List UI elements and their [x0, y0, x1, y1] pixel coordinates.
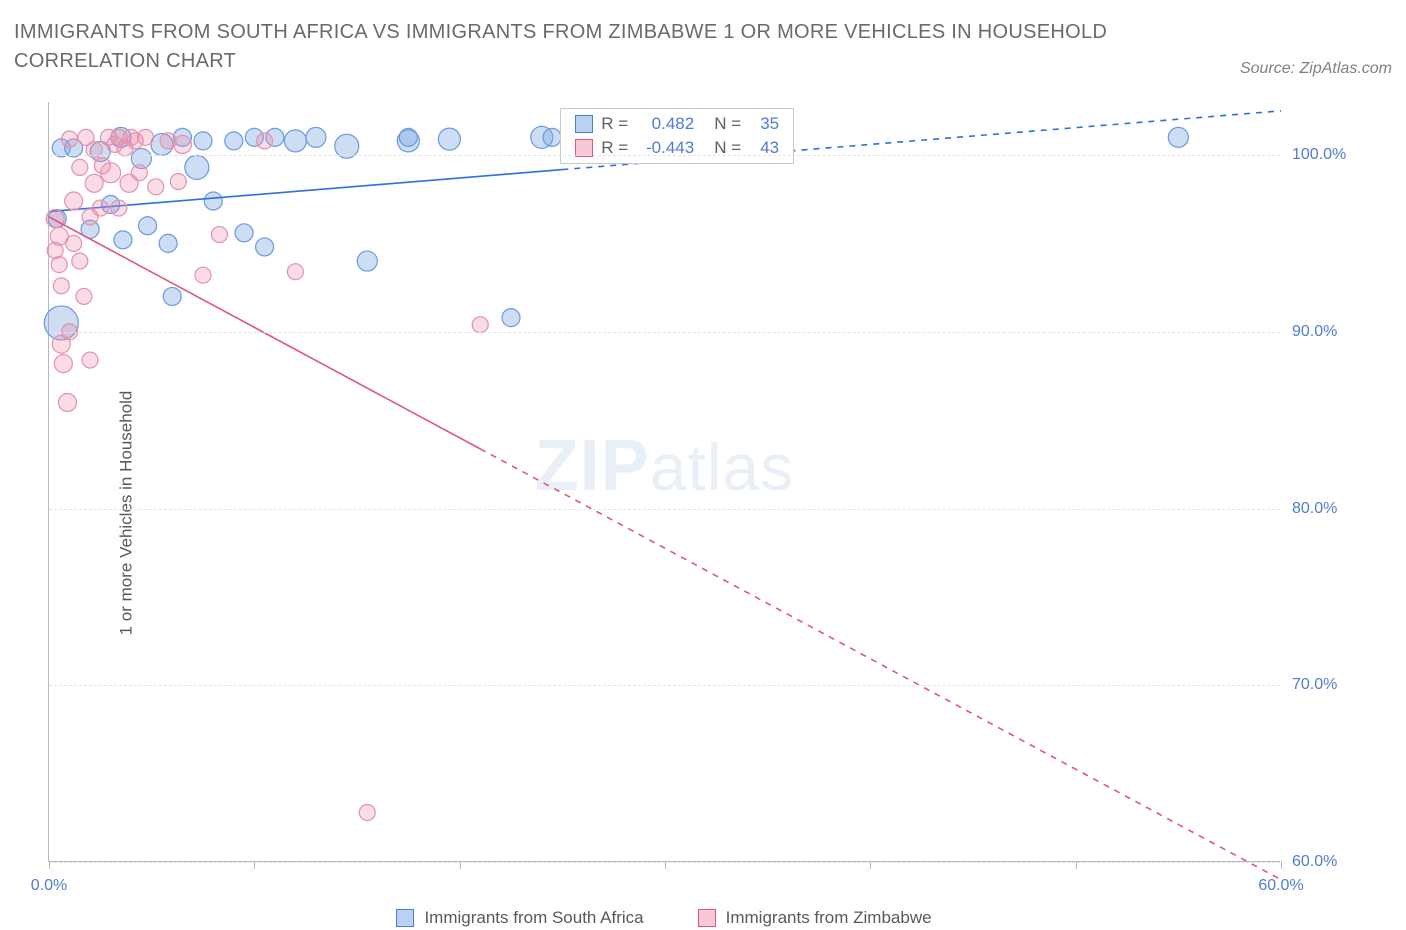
data-point-zimbabwe — [170, 174, 186, 190]
data-point-zimbabwe — [101, 163, 121, 183]
data-point-zimbabwe — [66, 235, 82, 251]
data-point-south_africa — [1168, 127, 1188, 147]
x-tick — [254, 861, 255, 869]
x-tick — [665, 861, 666, 869]
data-point-south_africa — [114, 231, 132, 249]
data-point-south_africa — [159, 234, 177, 252]
correlation-chart: 1 or more Vehicles in Household ZIPatlas… — [0, 96, 1406, 930]
data-point-south_africa — [163, 287, 181, 305]
gridline — [49, 685, 1280, 686]
n-value: 35 — [749, 114, 779, 134]
data-point-zimbabwe — [46, 210, 64, 228]
scatter-svg — [49, 102, 1280, 861]
data-point-zimbabwe — [65, 192, 83, 210]
data-point-zimbabwe — [131, 165, 147, 181]
series-swatch — [575, 115, 593, 133]
data-point-south_africa — [225, 132, 243, 150]
legend-item: Immigrants from Zimbabwe — [698, 908, 932, 928]
n-label: N = — [714, 114, 741, 134]
data-point-zimbabwe — [359, 805, 375, 821]
data-point-zimbabwe — [138, 129, 154, 145]
data-point-south_africa — [204, 192, 222, 210]
legend-label: Immigrants from Zimbabwe — [726, 908, 932, 928]
data-point-zimbabwe — [195, 267, 211, 283]
r-value: 0.482 — [636, 114, 694, 134]
data-point-zimbabwe — [76, 288, 92, 304]
legend-label: Immigrants from South Africa — [424, 908, 643, 928]
data-point-south_africa — [284, 130, 306, 152]
legend-item: Immigrants from South Africa — [396, 908, 643, 928]
data-point-south_africa — [543, 128, 561, 146]
data-point-south_africa — [256, 238, 274, 256]
data-point-zimbabwe — [53, 278, 69, 294]
data-point-south_africa — [438, 128, 460, 150]
x-tick — [49, 861, 50, 869]
legend: Immigrants from South Africa Immigrants f… — [48, 908, 1280, 928]
x-tick — [870, 861, 871, 869]
gridline — [49, 509, 1280, 510]
data-point-south_africa — [194, 132, 212, 150]
x-axis-max-label: 60.0% — [1258, 877, 1303, 895]
data-point-zimbabwe — [62, 131, 78, 147]
data-point-south_africa — [357, 251, 377, 271]
source-label: Source: ZipAtlas.com — [1240, 60, 1392, 78]
data-point-south_africa — [399, 128, 417, 146]
chart-title: IMMIGRANTS FROM SOUTH AFRICA VS IMMIGRAN… — [14, 18, 1114, 76]
gridline — [49, 155, 1280, 156]
stats-row: R = 0.482 N = 35 — [561, 112, 793, 136]
r-label: R = — [601, 114, 628, 134]
legend-swatch — [396, 909, 414, 927]
y-tick-label: 70.0% — [1292, 676, 1337, 694]
data-point-south_africa — [139, 217, 157, 235]
legend-swatch — [698, 909, 716, 927]
data-point-zimbabwe — [148, 179, 164, 195]
data-point-south_africa — [185, 155, 209, 179]
x-tick — [1076, 861, 1077, 869]
data-point-zimbabwe — [58, 393, 76, 411]
plot-area: ZIPatlas R =0.482N =35R =-0.443N =43 0.0… — [48, 102, 1280, 862]
x-tick — [460, 861, 461, 869]
y-tick-label: 90.0% — [1292, 323, 1337, 341]
y-tick-label: 80.0% — [1292, 500, 1337, 518]
data-point-zimbabwe — [54, 355, 72, 373]
data-point-south_africa — [306, 127, 326, 147]
data-point-zimbabwe — [211, 227, 227, 243]
data-point-zimbabwe — [257, 133, 273, 149]
x-axis-min-label: 0.0% — [31, 877, 67, 895]
data-point-zimbabwe — [287, 264, 303, 280]
data-point-zimbabwe — [85, 174, 103, 192]
data-point-zimbabwe — [72, 159, 88, 175]
data-point-zimbabwe — [51, 257, 67, 273]
data-point-zimbabwe — [173, 135, 191, 153]
data-point-zimbabwe — [92, 200, 108, 216]
data-point-zimbabwe — [472, 317, 488, 333]
data-point-zimbabwe — [72, 253, 88, 269]
gridline — [49, 332, 1280, 333]
y-tick-label: 100.0% — [1292, 146, 1346, 164]
stats-row: R =-0.443N =43 — [561, 136, 793, 160]
data-point-zimbabwe — [111, 200, 127, 216]
data-point-south_africa — [502, 309, 520, 327]
data-point-south_africa — [235, 224, 253, 242]
x-tick — [1281, 861, 1282, 869]
y-tick-label: 60.0% — [1292, 853, 1337, 871]
data-point-zimbabwe — [82, 352, 98, 368]
